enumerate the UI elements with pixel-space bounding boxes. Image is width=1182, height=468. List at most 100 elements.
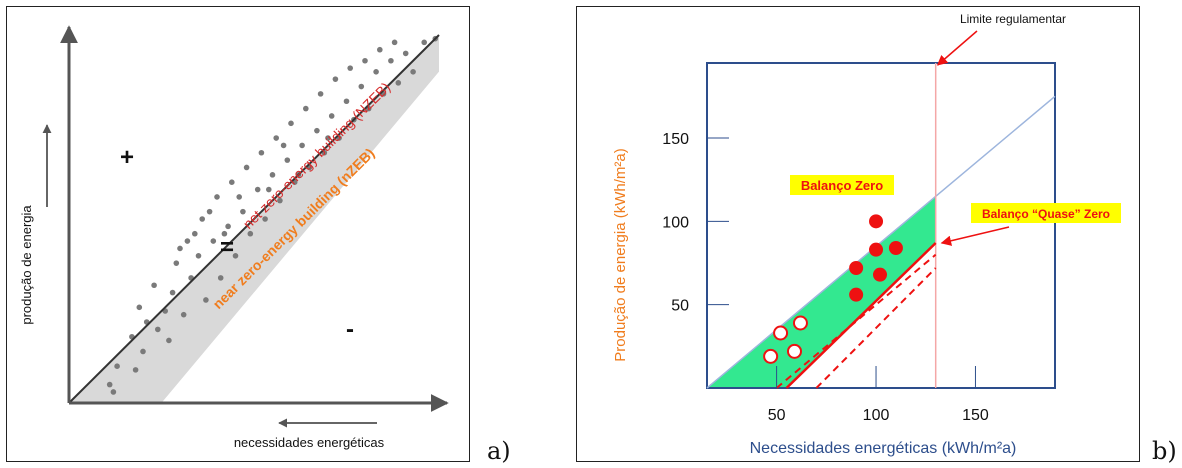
data-point-28: [229, 179, 235, 185]
x-tick-label-150: 150: [962, 407, 989, 424]
x-tick-label-50: 50: [768, 407, 786, 424]
data-point-19: [184, 238, 191, 244]
data-point-33: [284, 157, 291, 163]
solid-red-line: [785, 242, 937, 389]
data-point-2: [114, 363, 120, 370]
y-tick-label-150: 150: [662, 131, 689, 148]
data-point-55: [362, 57, 368, 64]
chart-panel-b: 50 100 150 50 100 150 Produção de energia (kWh…: [576, 6, 1140, 462]
minus-sign: -: [346, 316, 354, 343]
plot-frame: [706, 62, 1056, 389]
chart-panel-a: produção de energia necessidades energéti…: [6, 6, 470, 462]
filled-point-5: [849, 287, 864, 302]
data-point-67: [192, 230, 198, 237]
data-point-59: [410, 69, 416, 75]
data-point-48: [358, 83, 365, 90]
y-tick-label-100: 100: [662, 214, 689, 231]
data-point-29: [262, 216, 268, 222]
data-point-32: [277, 197, 283, 204]
data-point-0: [110, 389, 117, 395]
data-point-34: [258, 149, 265, 156]
data-point-57: [402, 50, 409, 57]
data-point-69: [221, 230, 228, 237]
x-axis-label: Necessidades energéticas (kWh/m²a): [750, 440, 1017, 457]
x-axis-label: necessidades energéticas: [234, 435, 385, 450]
nzeb-line: [68, 34, 440, 404]
band-lower-edge: [161, 71, 439, 404]
data-point-16: [195, 253, 202, 259]
data-point-37: [273, 135, 280, 141]
open-point-2: [763, 348, 779, 364]
data-point-43: [303, 105, 309, 112]
data-point-18: [210, 238, 217, 244]
equals-sign: =: [220, 234, 234, 261]
panel-letter-b: b): [1152, 437, 1177, 465]
data-point-27: [254, 186, 261, 193]
limite-arrow: [936, 30, 978, 66]
data-point-49: [332, 76, 339, 82]
data-point-68: [177, 245, 183, 252]
data-point-20: [217, 275, 224, 281]
data-point-65: [236, 194, 242, 200]
dashed-middle-line: [775, 253, 937, 389]
zero-balance-diagonal: [706, 95, 1056, 389]
data-point-21: [225, 223, 231, 230]
data-point-66: [206, 208, 213, 215]
data-point-13: [180, 311, 187, 318]
data-point-15: [173, 260, 180, 266]
data-point-54: [388, 57, 394, 64]
data-point-39: [314, 127, 320, 134]
data-point-64: [280, 142, 287, 149]
open-point-1: [792, 315, 808, 331]
data-point-30: [269, 172, 276, 178]
plus-sign: +: [120, 144, 134, 171]
data-point-40: [288, 120, 294, 127]
open-point-3: [786, 343, 802, 359]
data-point-3: [132, 367, 139, 373]
data-point-56: [395, 80, 402, 86]
data-point-7: [155, 326, 161, 333]
data-point-60: [421, 39, 428, 46]
data-point-23: [232, 253, 239, 259]
filled-point-0: [869, 214, 884, 229]
data-point-11: [151, 282, 157, 289]
panel-letter-a: a): [487, 437, 511, 465]
data-point-10: [169, 289, 176, 296]
data-point-12: [166, 337, 172, 344]
data-point-25: [214, 194, 220, 200]
data-point-4: [140, 348, 146, 355]
data-point-26: [247, 230, 254, 237]
quase-zero-arrow: [940, 226, 1010, 246]
filled-point-2: [849, 261, 864, 275]
data-point-31: [243, 164, 250, 171]
y-tick-label-50: 50: [671, 298, 689, 315]
data-point-45: [343, 98, 350, 105]
y-axis-label: Produção de energia (kWh/m²a): [612, 148, 629, 361]
data-point-42: [328, 113, 335, 119]
data-point-36: [299, 142, 305, 149]
y-axis-label: produção de energia: [19, 205, 34, 325]
filled-point-1: [869, 242, 884, 257]
x-tick-label-100: 100: [863, 407, 890, 424]
data-point-1: [106, 381, 113, 388]
balanco-quase-zero-label-bg: [971, 203, 1121, 223]
data-point-58: [377, 46, 383, 53]
data-point-70: [266, 186, 272, 193]
balanco-zero-label-bg: [790, 175, 894, 195]
limite-regulamentar-label: Limite regulamentar: [960, 12, 1066, 26]
data-point-71: [325, 135, 331, 141]
data-point-61: [391, 39, 398, 46]
filled-point-3: [888, 241, 903, 255]
data-point-22: [199, 216, 205, 222]
balanco-quase-zero-label: Balanço “Quase” Zero: [982, 207, 1110, 221]
data-point-46: [317, 91, 324, 97]
data-point-8: [136, 304, 143, 311]
dashed-lower-line: [815, 267, 937, 389]
open-point-0: [773, 325, 789, 341]
filled-point-4: [873, 267, 888, 282]
data-point-24: [240, 208, 246, 215]
data-point-17: [203, 297, 209, 303]
balanco-zero-label: Balanço Zero: [801, 178, 883, 193]
data-point-51: [373, 69, 379, 75]
data-point-52: [347, 65, 354, 71]
